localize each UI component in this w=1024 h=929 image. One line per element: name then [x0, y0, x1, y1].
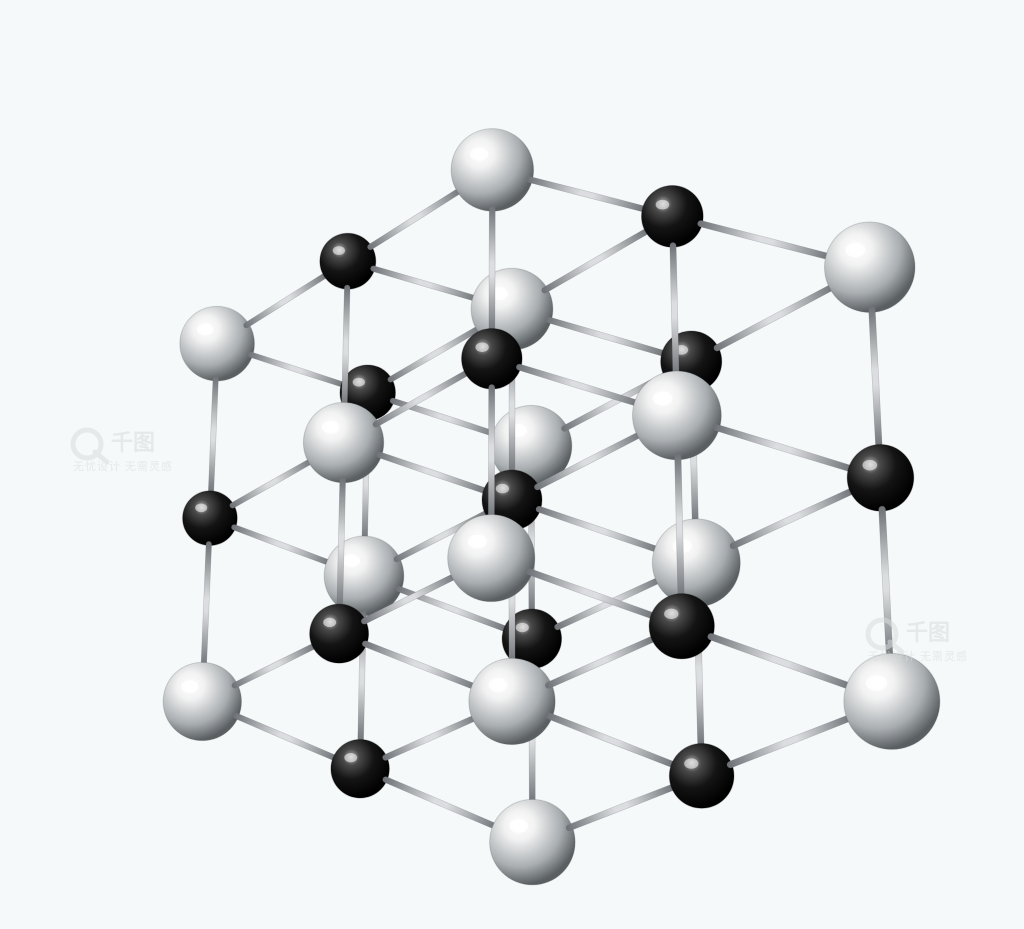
watermark-brand: 千图 [111, 430, 155, 455]
watermark-tagline: 无忧设计 无需灵感 [73, 459, 173, 473]
watermark-brand: 千图 [906, 620, 950, 645]
bond [488, 384, 495, 521]
crystal-lattice-diagram: 千图无忧设计 无需灵感千图无忧设计 无需灵感 [0, 0, 1024, 929]
bond [489, 205, 495, 333]
watermark-tagline: 无忧设计 无需灵感 [868, 649, 968, 663]
